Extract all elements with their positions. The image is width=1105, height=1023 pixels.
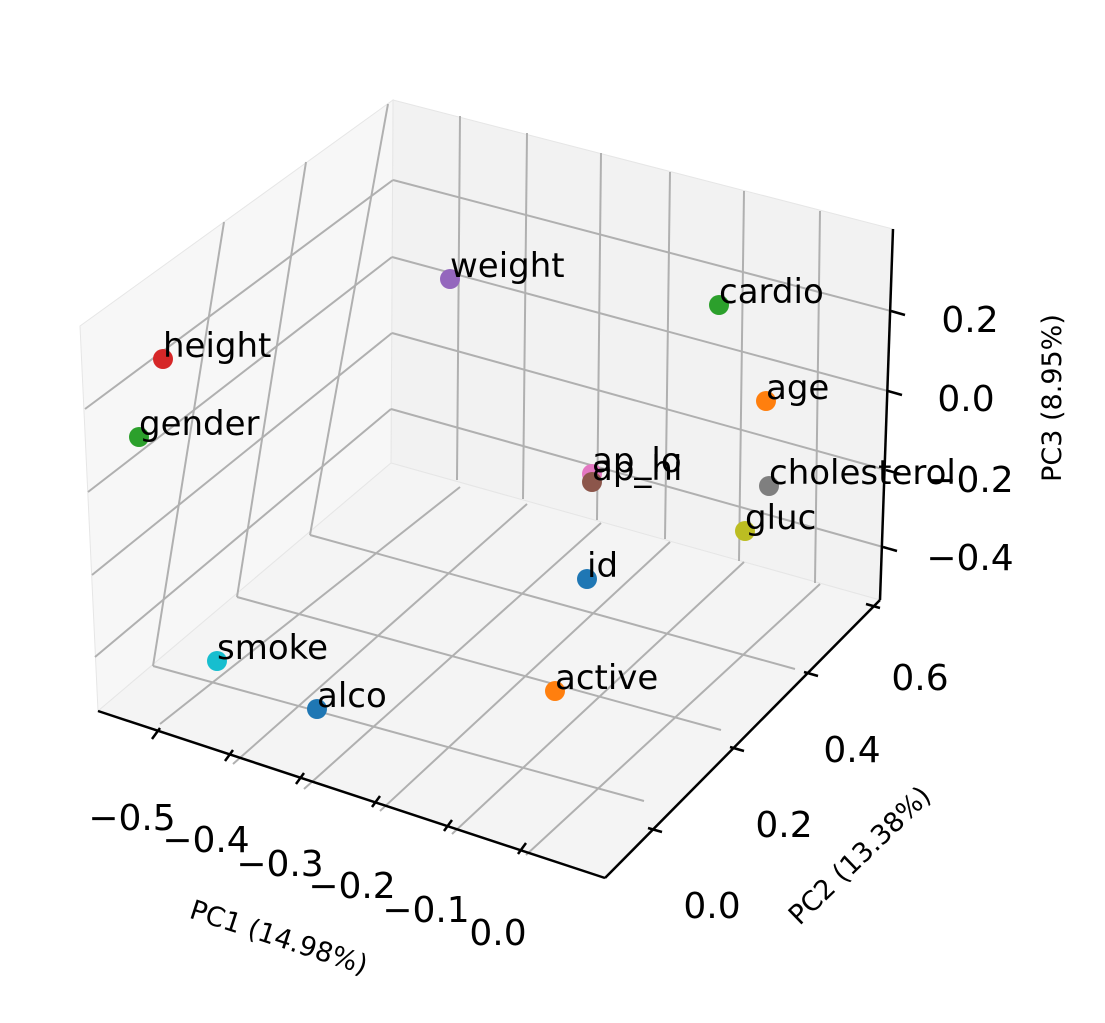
x-tick-label: −0.4 bbox=[162, 820, 249, 861]
x-tick-labels: −0.5 −0.4 −0.3 −0.2 −0.1 0.0 bbox=[88, 798, 526, 954]
y-axis-ticks bbox=[647, 602, 881, 834]
z-tick-label: −0.4 bbox=[926, 538, 1013, 579]
x-tick-label: −0.5 bbox=[88, 798, 175, 839]
x-axis-label: PC1 (14.98%) bbox=[186, 895, 371, 982]
x-axis-ticks bbox=[150, 727, 528, 855]
point-label-alco: alco bbox=[317, 676, 387, 716]
y-tick-labels: 0.0 0.2 0.4 0.6 bbox=[683, 658, 948, 927]
z-tick-label: 0.0 bbox=[937, 379, 994, 420]
point-label-weight: weight bbox=[450, 246, 565, 286]
point-gluc bbox=[735, 521, 755, 541]
y-tick-label: 0.0 bbox=[683, 886, 740, 927]
point-cardio bbox=[709, 295, 729, 315]
point-age bbox=[756, 391, 776, 411]
point-cholesterol bbox=[759, 476, 779, 496]
z-tick-label: −0.2 bbox=[926, 460, 1013, 501]
x-tick-label: −0.3 bbox=[236, 844, 323, 885]
point-label-id: id bbox=[587, 546, 618, 586]
y-tick-label: 0.2 bbox=[755, 805, 812, 846]
z-axis-label: PC3 (8.95%) bbox=[1037, 314, 1068, 482]
point-label-gluc: gluc bbox=[745, 498, 816, 538]
point-label-cholesterol: cholesterol bbox=[769, 453, 956, 493]
point-label-age: age bbox=[766, 368, 829, 408]
point-label-ap-lo: ap_lo bbox=[592, 441, 682, 481]
z-tick-labels: −0.4 −0.2 0.0 0.2 bbox=[926, 300, 1013, 579]
point-label-ap-hi: ap_hi bbox=[592, 449, 682, 489]
y-tick-label: 0.4 bbox=[823, 730, 880, 771]
z-axis-ticks bbox=[882, 309, 906, 553]
point-label-active: active bbox=[555, 658, 658, 698]
y-tick-label: 0.6 bbox=[891, 658, 948, 699]
point-height bbox=[153, 349, 173, 369]
point-label-smoke: smoke bbox=[217, 628, 328, 668]
y-axis-label: PC2 (13.38%) bbox=[783, 781, 938, 932]
z-tick-label: 0.2 bbox=[941, 300, 998, 341]
point-label-cardio: cardio bbox=[719, 272, 824, 312]
point-smoke bbox=[207, 651, 227, 671]
point-label-gender: gender bbox=[139, 404, 260, 444]
x-tick-label: 0.0 bbox=[469, 913, 526, 954]
point-id bbox=[577, 569, 597, 589]
x-tick-label: −0.1 bbox=[382, 890, 469, 931]
point-ap-hi bbox=[582, 472, 602, 492]
x-tick-label: −0.2 bbox=[308, 866, 395, 907]
point-alco bbox=[307, 699, 327, 719]
point-active bbox=[545, 681, 565, 701]
grid-lines bbox=[84, 103, 892, 856]
point-weight bbox=[440, 269, 460, 289]
point-label-height: height bbox=[163, 326, 271, 366]
point-gender bbox=[129, 427, 149, 447]
